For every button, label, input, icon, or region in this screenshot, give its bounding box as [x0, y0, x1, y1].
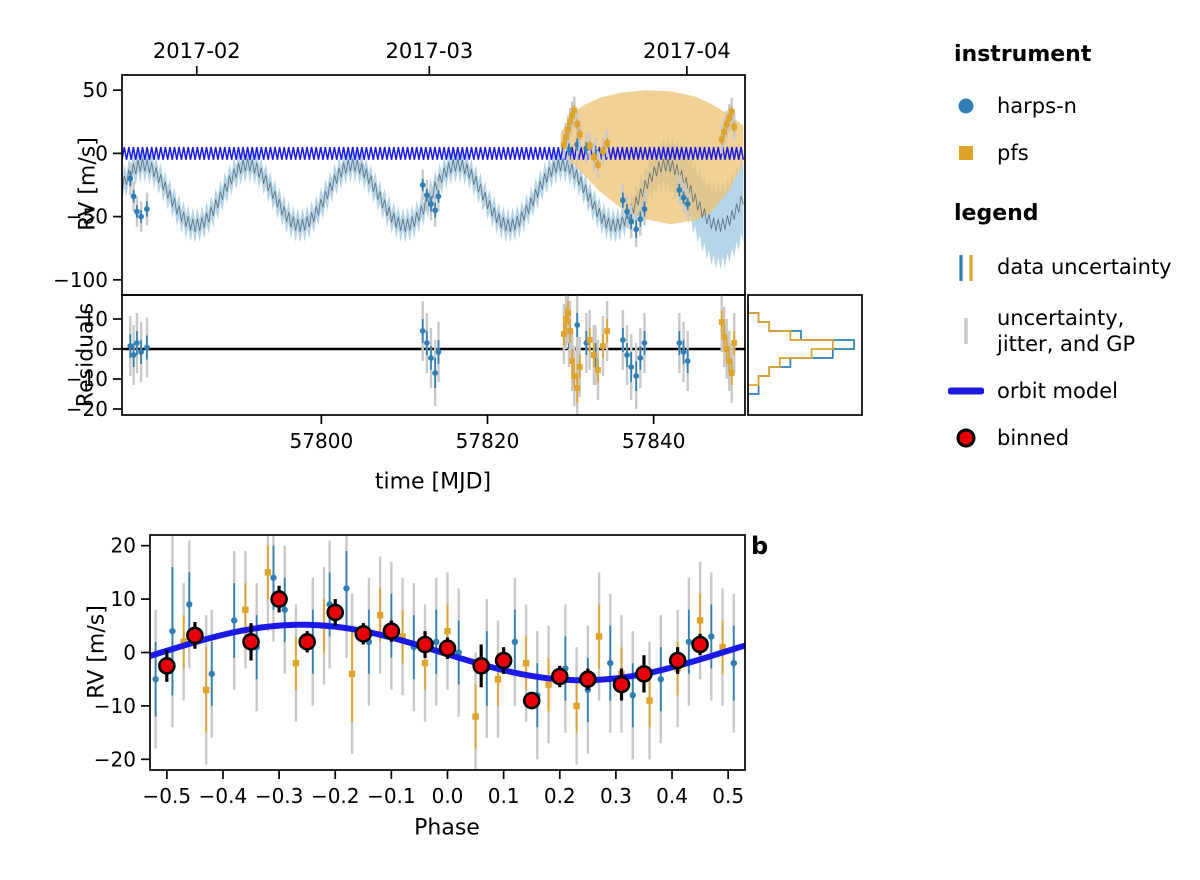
legend-item-binned: binned — [948, 425, 1200, 451]
legend-pfs-label: pfs — [997, 141, 1029, 166]
svg-text:−20: −20 — [94, 747, 136, 771]
jitter-gp-icon — [948, 315, 984, 347]
svg-text:−10: −10 — [66, 367, 108, 391]
legend-harps-n-label: harps-n — [997, 94, 1077, 118]
harps-n-series — [127, 129, 691, 247]
rv-time-plot-content — [122, 90, 745, 270]
svg-text:0: 0 — [123, 641, 136, 665]
binned-dot — [956, 428, 976, 448]
svg-text:10: 10 — [111, 587, 136, 611]
legend-item-jitter-gp: uncertainty, jitter, and GP — [948, 305, 1200, 358]
residuals-panel-frame — [121, 294, 746, 416]
legend-item-harps-n: harps-n — [948, 93, 1200, 119]
pfs-residual-histogram — [748, 304, 834, 412]
legend-instrument-header: instrument — [954, 42, 1092, 67]
phase-plot-content — [150, 535, 745, 770]
residuals-plot-content — [122, 295, 745, 415]
svg-text:20: 20 — [111, 534, 136, 558]
svg-text:10: 10 — [83, 307, 108, 331]
svg-text:−0.5: −0.5 — [143, 784, 192, 808]
svg-text:57840: 57840 — [622, 429, 686, 453]
svg-text:0.1: 0.1 — [488, 784, 520, 808]
harps-n-series — [127, 295, 691, 409]
svg-text:0: 0 — [95, 141, 108, 165]
pfs-series — [561, 96, 738, 179]
rv-time-ylabel: RV [m/s] — [75, 137, 101, 231]
svg-text:2017-04: 2017-04 — [643, 39, 731, 63]
svg-text:−0.4: −0.4 — [199, 784, 248, 808]
svg-text:0.5: 0.5 — [712, 784, 744, 808]
svg-text:0: 0 — [95, 337, 108, 361]
legend-item-pfs: pfs — [948, 140, 1200, 166]
binned-marker-icon — [948, 426, 984, 450]
legend-item-data-uncertainty: data uncertainty — [948, 252, 1200, 284]
svg-text:0.3: 0.3 — [600, 784, 632, 808]
legend-jitter-gp-label: uncertainty, jitter, and GP — [997, 305, 1136, 356]
binned-points — [158, 585, 709, 710]
svg-text:−20: −20 — [66, 397, 108, 421]
pfs-series — [561, 295, 738, 415]
svg-text:−100: −100 — [53, 268, 108, 292]
svg-text:−0.3: −0.3 — [255, 784, 304, 808]
legend-binned-label: binned — [997, 426, 1070, 451]
svg-text:0.0: 0.0 — [432, 784, 464, 808]
residuals-ylabel: Residuals — [73, 302, 99, 408]
svg-text:57820: 57820 — [456, 429, 520, 453]
svg-text:−0.1: −0.1 — [367, 784, 416, 808]
pfs-square — [959, 146, 973, 161]
svg-text:0.4: 0.4 — [656, 784, 688, 808]
svg-text:2017-02: 2017-02 — [153, 39, 241, 63]
svg-text:57800: 57800 — [290, 429, 354, 453]
harps-n-marker-icon — [948, 96, 984, 116]
histogram-panel-frame — [747, 294, 863, 416]
svg-text:−0.2: −0.2 — [311, 784, 360, 808]
orbit-model-band — [122, 146, 745, 160]
svg-text:2017-03: 2017-03 — [385, 39, 473, 63]
svg-text:0.2: 0.2 — [544, 784, 576, 808]
gp-mean-model-line — [122, 158, 744, 232]
pfs-marker-icon — [948, 143, 984, 163]
svg-text:−50: −50 — [66, 205, 108, 229]
orbit-model-icon — [948, 384, 984, 398]
legend-data-uncertainty-label: data uncertainty — [997, 255, 1172, 280]
residual-histogram-content — [748, 304, 855, 412]
time-xlabel: time [MJD] — [374, 469, 492, 495]
legend-item-orbit-model: orbit model — [948, 378, 1200, 404]
legend-legend-header: legend — [954, 200, 1039, 226]
phase-xlabel: Phase — [414, 815, 480, 841]
legend-panel: instrument harps-n pfs legend data uncer… — [948, 36, 1200, 473]
data-uncertainty-icon — [948, 252, 984, 284]
panel-b-letter: b — [751, 532, 769, 560]
svg-text:−10: −10 — [94, 694, 136, 718]
phase-ylabel: RV [m/s] — [84, 605, 110, 699]
svg-text:50: 50 — [83, 78, 108, 102]
legend-orbit-model-label: orbit model — [997, 379, 1118, 403]
harps-n-dot — [958, 98, 974, 114]
